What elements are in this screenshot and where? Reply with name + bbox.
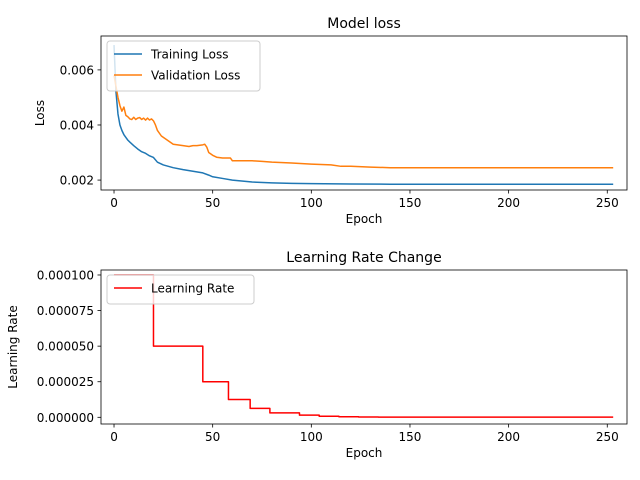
x-tick-label: 150	[399, 196, 422, 210]
chart-title: Model loss	[327, 16, 401, 32]
legend: Training Loss Validation Loss	[106, 40, 261, 92]
chart-lr: 0 50 100 150 200 250 0.000000 0.000025 0.000050 0…	[6, 250, 628, 460]
x-tick-label: 100	[300, 430, 323, 444]
x-tick-label: 0	[110, 196, 118, 210]
x-axis-label: Epoch	[346, 212, 383, 226]
legend-label: Learning Rate	[151, 282, 234, 296]
x-tick-label: 200	[497, 196, 520, 210]
legend-box	[106, 274, 255, 305]
x-tick-label: 250	[596, 196, 619, 210]
series-line-1	[113, 45, 614, 185]
chart-title: Learning Rate Change	[286, 250, 441, 266]
y-tick-label: 0.000050	[37, 340, 94, 354]
series-line-1	[114, 274, 614, 418]
chart-loss: 0 50 100 150 200 250 0.002 0.004 0.006 Model loss…	[33, 16, 628, 226]
y-tick-label: 0.002	[60, 174, 94, 188]
y-tick-label: 0.006	[60, 63, 94, 77]
y-tick-label: 0.000075	[37, 304, 94, 318]
y-tick-label: 0.000025	[37, 375, 94, 389]
axes-frame	[100, 35, 628, 191]
y-axis-label: Learning Rate	[6, 305, 20, 388]
x-tick-label: 50	[205, 196, 220, 210]
legend-box	[106, 40, 261, 92]
y-tick-label: 0.000100	[37, 268, 94, 282]
x-tick-label: 100	[300, 196, 323, 210]
legend-label: Validation Loss	[151, 69, 240, 83]
legend: Learning Rate	[106, 274, 255, 305]
y-axis-label: Loss	[33, 100, 47, 126]
y-tick-label: 0.004	[60, 118, 94, 132]
y-tick-label: 0.000000	[37, 411, 94, 425]
axes-frame	[100, 269, 628, 425]
x-tick-label: 150	[399, 430, 422, 444]
legend-label: Training Loss	[150, 48, 228, 62]
x-tick-label: 200	[497, 430, 520, 444]
x-tick-label: 250	[596, 430, 619, 444]
x-tick-label: 50	[205, 430, 220, 444]
x-tick-label: 0	[110, 430, 118, 444]
x-axis-label: Epoch	[346, 446, 383, 460]
series-line-2	[113, 75, 614, 169]
